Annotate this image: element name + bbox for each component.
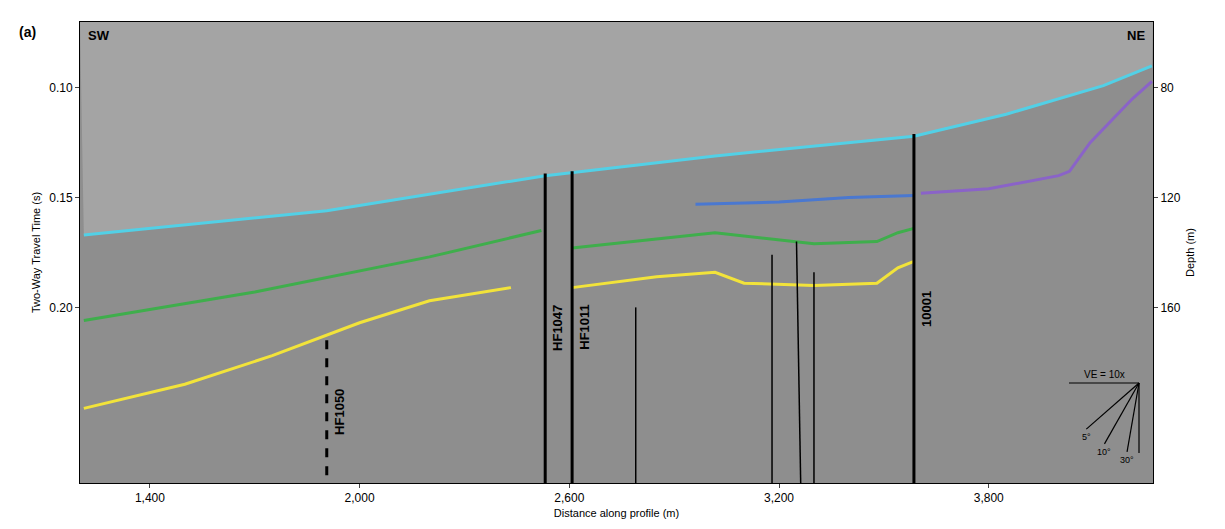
svg-text:0.20: 0.20 — [49, 301, 73, 315]
svg-text:160: 160 — [1160, 301, 1180, 315]
svg-text:Depth (m): Depth (m) — [1184, 228, 1196, 277]
svg-text:Two-Way Travel Time (s): Two-Way Travel Time (s) — [30, 192, 42, 313]
svg-text:HF1011: HF1011 — [577, 304, 592, 350]
svg-text:HF1047: HF1047 — [550, 305, 565, 351]
svg-text:2,600: 2,600 — [554, 491, 584, 505]
svg-text:SW: SW — [88, 28, 110, 43]
svg-text:3,800: 3,800 — [974, 491, 1004, 505]
svg-text:80: 80 — [1160, 81, 1174, 95]
svg-text:VE = 10x: VE = 10x — [1084, 369, 1125, 380]
svg-text:NE: NE — [1127, 28, 1145, 43]
svg-text:5°: 5° — [1082, 432, 1091, 442]
svg-text:Distance along profile (m): Distance along profile (m) — [554, 507, 679, 519]
svg-text:2,000: 2,000 — [345, 491, 375, 505]
svg-text:(a): (a) — [19, 24, 36, 40]
svg-text:HF1050: HF1050 — [332, 389, 347, 435]
svg-text:10°: 10° — [1097, 447, 1111, 457]
svg-text:30°: 30° — [1120, 455, 1134, 465]
svg-text:3,200: 3,200 — [764, 491, 794, 505]
svg-text:0.15: 0.15 — [49, 191, 73, 205]
svg-text:10001: 10001 — [919, 291, 934, 327]
svg-text:1,400: 1,400 — [135, 491, 165, 505]
svg-text:120: 120 — [1160, 191, 1180, 205]
svg-text:0.10: 0.10 — [49, 81, 73, 95]
